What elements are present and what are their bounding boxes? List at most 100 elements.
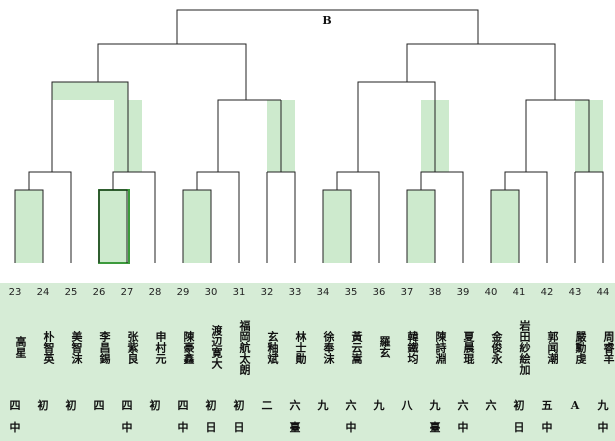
player-name: 黃云嵩 xyxy=(350,330,363,364)
player-name: 朴智英 xyxy=(42,330,55,364)
player-rank: 初日 xyxy=(205,399,217,434)
player-rank: 初日 xyxy=(233,399,245,434)
player-column: 27 张紫良四中 xyxy=(114,283,140,441)
player-rank: 八 xyxy=(401,399,413,412)
player-column: 40 金俊永六 xyxy=(478,283,504,441)
match-line xyxy=(217,99,281,172)
player-column: 36 羅玄九 xyxy=(366,283,392,441)
match-line xyxy=(97,43,247,100)
player-name: 周睿羊 xyxy=(602,330,615,364)
match-line xyxy=(406,43,556,100)
player-number: 39 xyxy=(456,287,470,298)
player-column: 31 福岡航太朗初日 xyxy=(226,283,252,441)
winner-bar xyxy=(183,190,211,263)
match-line xyxy=(28,171,72,263)
winner-bars xyxy=(15,82,603,264)
player-name: 林士勛 xyxy=(294,330,307,364)
player-rank: 九臺 xyxy=(429,399,441,434)
match-line xyxy=(267,171,296,263)
match-line xyxy=(176,9,479,44)
winner-bar xyxy=(407,190,435,263)
player-rank: 二 xyxy=(261,399,273,412)
player-rank: 九中 xyxy=(597,399,609,434)
player-rank: 四中 xyxy=(9,399,21,434)
player-column: 39 夏晨琨六中 xyxy=(450,283,476,441)
player-name: 陳詩淵 xyxy=(434,330,447,364)
player-name: 夏晨琨 xyxy=(462,330,475,364)
player-rank: 初 xyxy=(65,399,77,412)
winner-bar xyxy=(52,82,128,100)
player-column: 38 陳詩淵九臺 xyxy=(422,283,448,441)
match-line xyxy=(357,81,436,172)
player-name: 金俊永 xyxy=(490,330,503,364)
player-number: 36 xyxy=(372,287,386,298)
player-number: 35 xyxy=(344,287,358,298)
player-column: 34 徐奉沫九 xyxy=(310,283,336,441)
player-column: 35 黃云嵩六中 xyxy=(338,283,364,441)
match-line xyxy=(525,99,590,172)
winner-bar xyxy=(491,190,519,263)
player-name: 岩田紗絵加 xyxy=(518,319,531,375)
player-column: 42 郭闻潮五中 xyxy=(534,283,560,441)
player-name: 羅玄 xyxy=(378,336,391,358)
player-number: 41 xyxy=(512,287,526,298)
player-rank: 四中 xyxy=(177,399,189,434)
player-name: 嚴勳虔 xyxy=(574,330,587,364)
player-column: 32 玄釉斌二 xyxy=(254,283,280,441)
player-name: 徐奉沫 xyxy=(322,330,335,364)
match-line xyxy=(575,171,604,263)
player-number: 40 xyxy=(484,287,498,298)
match-line xyxy=(112,171,156,263)
player-name: 李昌錫 xyxy=(98,330,111,364)
player-column: 23 高星四中 xyxy=(2,283,28,441)
player-rank: 初 xyxy=(149,399,161,412)
player-number: 28 xyxy=(148,287,162,298)
player-name: 陳豪鑫 xyxy=(182,330,195,364)
player-column: 25 美智沫初 xyxy=(58,283,84,441)
player-number: 38 xyxy=(428,287,442,298)
player-name: 韓鐵均 xyxy=(406,330,419,364)
player-rank: 六 xyxy=(485,399,497,412)
match-line xyxy=(51,81,129,172)
player-column: 41 岩田紗絵加初日 xyxy=(506,283,532,441)
player-rank: 初 xyxy=(37,399,49,412)
player-rank: 九 xyxy=(373,399,385,412)
player-number: 25 xyxy=(64,287,78,298)
winner-bar xyxy=(15,190,43,263)
player-rank: 九 xyxy=(317,399,329,412)
player-column: 24 朴智英初 xyxy=(30,283,56,441)
player-number: 37 xyxy=(400,287,414,298)
player-name: 张紫良 xyxy=(126,330,139,364)
player-panel xyxy=(0,283,615,441)
player-rank: 六臺 xyxy=(289,399,301,434)
bracket-lines xyxy=(14,9,604,263)
player-rank: A xyxy=(570,399,580,412)
player-column: 30 渡辺寛大初日 xyxy=(198,283,224,441)
player-name: 福岡航太朗 xyxy=(238,319,251,375)
player-number: 29 xyxy=(176,287,190,298)
pool-label: B xyxy=(322,14,331,27)
player-column: 26 李昌錫四 xyxy=(86,283,112,441)
player-name: 玄釉斌 xyxy=(266,330,279,364)
player-number: 44 xyxy=(596,287,610,298)
player-number: 31 xyxy=(232,287,246,298)
player-number: 32 xyxy=(260,287,274,298)
player-number: 24 xyxy=(36,287,50,298)
winner-bar xyxy=(323,190,351,263)
player-number: 30 xyxy=(204,287,218,298)
player-name: 美智沫 xyxy=(70,330,83,364)
player-number: 33 xyxy=(288,287,302,298)
player-name: 郭闻潮 xyxy=(546,330,559,364)
player-column: 28 申村元初 xyxy=(142,283,168,441)
player-rank: 六中 xyxy=(345,399,357,434)
player-column: 44 周睿羊九中 xyxy=(590,283,615,441)
winner-bar xyxy=(98,189,130,264)
player-number: 34 xyxy=(316,287,330,298)
player-number: 27 xyxy=(120,287,134,298)
player-name: 申村元 xyxy=(154,330,167,364)
player-name: 渡辺寛大 xyxy=(210,325,223,369)
player-column: 29 陳豪鑫四中 xyxy=(170,283,196,441)
player-name: 高星 xyxy=(14,336,27,358)
player-rank: 五中 xyxy=(541,399,553,434)
